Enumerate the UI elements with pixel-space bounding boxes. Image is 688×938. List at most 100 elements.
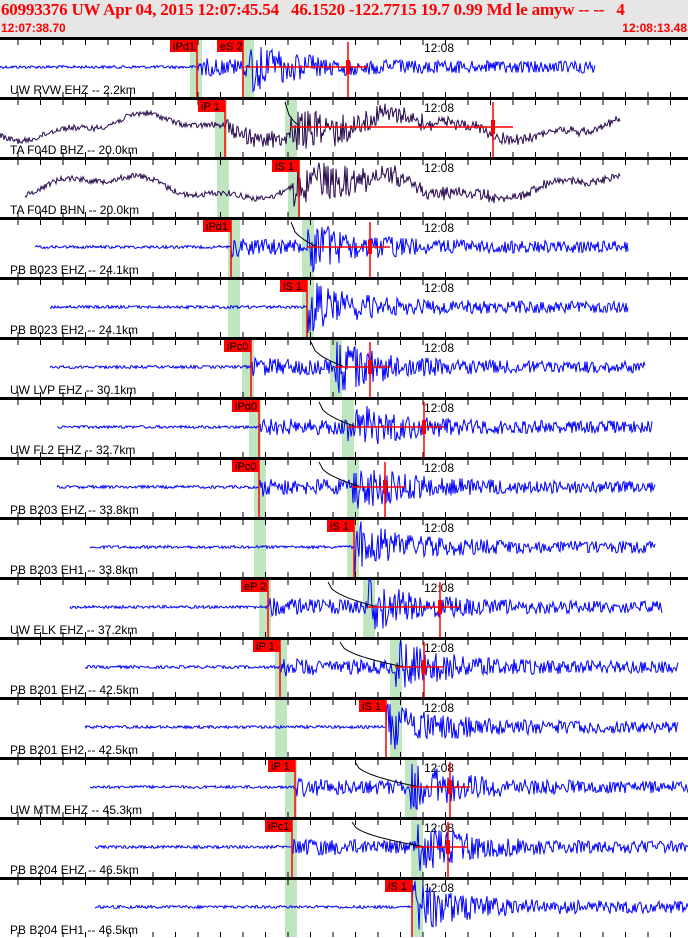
channel-panel[interactable]: 12:08 iPd0 UW FL2 EHZ -- 32.7km xyxy=(0,397,688,457)
phase-pick-flag[interactable] xyxy=(280,280,307,292)
channel-panel[interactable]: 12:08 iS 1 TA F04D BHN -- 20.0km xyxy=(0,157,688,217)
event-header: 60993376 UW Apr 04, 2015 12:07:45.54 46.… xyxy=(0,0,688,37)
window-start-time: 12:07:38.70 xyxy=(1,21,66,35)
panel-divider xyxy=(0,397,688,400)
waveform-trace xyxy=(34,225,629,273)
channel-panel[interactable]: 12:08 iPc0 UW LVP EHZ -- 30.1km xyxy=(0,337,688,397)
waveform-trace xyxy=(49,282,629,334)
waveform-trace xyxy=(94,880,688,930)
channel-label: PB B023 EH2 -- 24.1km xyxy=(10,323,138,337)
time-marker-label: 12:08 xyxy=(424,701,454,715)
phase-pick-label: iP 1 xyxy=(256,641,275,653)
travel-time-curve xyxy=(310,341,344,367)
phase-pick-label: iS 1 xyxy=(275,161,294,173)
time-marker-label: 12:08 xyxy=(424,581,454,595)
time-marker-label: 12:08 xyxy=(424,521,454,535)
amplitude-marker-box xyxy=(422,420,426,434)
phase-pick-label: iS 1 xyxy=(283,281,302,293)
pick-window xyxy=(217,157,229,217)
travel-time-curve xyxy=(318,461,360,487)
travel-time-curve xyxy=(284,101,298,125)
channel-panel[interactable]: 12:08 iP 1 TA F04D BHZ -- 20.0km xyxy=(0,97,688,157)
phase-pick-flag[interactable] xyxy=(268,760,295,772)
waveform-trace xyxy=(94,824,688,871)
channel-label: PB B203 EHZ -- 33.8km xyxy=(10,503,139,517)
phase-pick-flag[interactable] xyxy=(203,220,231,232)
phase-pick-label: eP 2 xyxy=(244,581,266,593)
panel-divider xyxy=(0,457,688,460)
amplitude-marker-box xyxy=(383,480,387,494)
phase-pick-flag[interactable] xyxy=(232,460,259,472)
channel-label: PB B201 EH2 -- 42.5km xyxy=(10,743,138,757)
phase-pick-flag[interactable] xyxy=(253,640,280,652)
phase-pick-flag[interactable] xyxy=(359,700,386,712)
time-marker-label: 12:08 xyxy=(424,761,454,775)
waveform-trace xyxy=(56,405,653,445)
phase-pick-label: iPd1 xyxy=(173,41,195,53)
channel-panel[interactable]: 12:08 eP 2 UW ELK EHZ -- 37.2km xyxy=(0,577,688,637)
phase-pick-flag[interactable] xyxy=(265,820,292,832)
channel-label: UW FL2 EHZ -- 32.7km xyxy=(10,443,135,457)
channel-panel[interactable]: 12:08 iP 1 PB B201 EHZ -- 42.5km xyxy=(0,637,688,697)
channel-panel[interactable]: 12:08 iPd1 PB B023 EHZ -- 24.1km xyxy=(0,217,688,277)
time-marker-label: 12:08 xyxy=(424,401,454,415)
channel-panel[interactable]: 12:08 iS 1 PB B201 EH2 -- 42.5km xyxy=(0,697,688,757)
phase-pick-flag[interactable] xyxy=(232,400,259,412)
amplitude-marker-box xyxy=(491,120,495,134)
amplitude-marker-box xyxy=(438,600,442,614)
waveform-trace xyxy=(56,469,656,509)
phase-pick-flag[interactable] xyxy=(198,100,225,112)
channel-panel[interactable]: 12:08 iP 1 UW MTM EHZ -- 45.3km xyxy=(0,757,688,817)
phase-pick-label: iPc0 xyxy=(227,341,248,353)
amplitude-marker-box xyxy=(346,60,350,74)
time-marker-label: 12:08 xyxy=(424,281,454,295)
phase-pick-flag[interactable] xyxy=(224,340,251,352)
phase-pick-label: iS 1 xyxy=(362,701,381,713)
channel-label: PB B204 EHZ -- 46.5km xyxy=(10,863,139,877)
time-marker-label: 12:08 xyxy=(424,641,454,655)
panel-divider xyxy=(0,817,688,820)
panel-divider xyxy=(0,697,688,700)
travel-time-curve xyxy=(327,581,377,607)
phase-pick-flag[interactable] xyxy=(385,880,412,892)
travel-time-curve xyxy=(351,821,425,848)
panel-divider xyxy=(0,757,688,760)
channel-panel[interactable]: 12:08 iS 1 PB B023 EH2 -- 24.1km xyxy=(0,277,688,337)
panel-divider xyxy=(0,157,688,160)
channel-label: UW LVP EHZ -- 30.1km xyxy=(10,383,136,397)
panel-divider xyxy=(0,97,688,100)
panel-divider xyxy=(0,337,688,340)
channel-label: PB B204 EH1 -- 46.5km xyxy=(10,923,138,937)
waveform-trace xyxy=(84,641,679,688)
seismogram-panels[interactable]: 12:08 iPd1 eS 2 UW RVW EHZ -- 2.2km 12:08 iP … xyxy=(0,37,688,938)
channel-label: UW RVW EHZ -- 2.2km xyxy=(10,83,136,97)
channel-panel[interactable]: 12:08 iPc0 PB B203 EHZ -- 33.8km xyxy=(0,457,688,517)
panel-divider xyxy=(0,877,688,880)
pick-window xyxy=(285,877,297,937)
channel-label: TA F04D BHN -- 20.0km xyxy=(10,203,139,217)
channel-panel[interactable]: 12:08 iS 1 PB B203 EH1 -- 33.8km xyxy=(0,517,688,577)
phase-pick-label: iS 1 xyxy=(330,521,349,533)
phase-pick-label: iP 1 xyxy=(201,101,220,113)
phase-pick-label: iPd0 xyxy=(235,401,257,413)
phase-pick-flag[interactable] xyxy=(170,40,197,52)
waveform-trace xyxy=(0,103,621,151)
channel-panel[interactable]: 12:08 iPd1 eS 2 UW RVW EHZ -- 2.2km xyxy=(0,37,688,97)
phase-pick-label: iS 1 xyxy=(388,881,407,893)
travel-time-curve xyxy=(318,401,356,427)
phase-pick-label: iPc0 xyxy=(235,461,256,473)
phase-pick-flag[interactable] xyxy=(217,40,243,52)
waveform-trace xyxy=(89,763,688,811)
phase-pick-flag[interactable] xyxy=(272,160,299,172)
channel-label: PB B201 EHZ -- 42.5km xyxy=(10,683,139,697)
phase-pick-flag[interactable] xyxy=(241,580,268,592)
phase-pick-label: iP 1 xyxy=(271,761,290,773)
panel-divider xyxy=(0,577,688,580)
channel-label: UW MTM EHZ -- 45.3km xyxy=(10,803,142,817)
channel-label: PB B023 EHZ -- 24.1km xyxy=(10,263,139,277)
time-marker-label: 12:08 xyxy=(424,881,454,895)
channel-panel[interactable]: 12:08 iS 1 PB B204 EH1 -- 46.5km xyxy=(0,877,688,937)
travel-time-curve xyxy=(354,761,420,788)
phase-pick-flag[interactable] xyxy=(327,520,354,532)
channel-panel[interactable]: 12:08 iPc1 PB B204 EHZ -- 46.5km xyxy=(0,817,688,877)
